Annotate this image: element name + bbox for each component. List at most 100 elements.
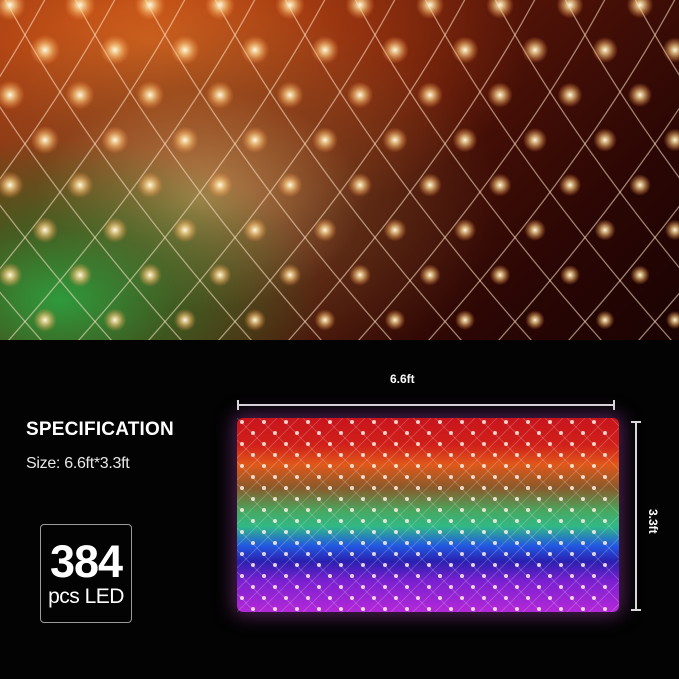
led-dot (372, 552, 376, 556)
led-dot (383, 497, 387, 501)
led-dot (603, 541, 607, 545)
led-dot (559, 541, 563, 545)
led-dot (295, 431, 299, 435)
led-dot (504, 596, 508, 600)
size-text: Size: 6.6ft*3.3ft (26, 455, 130, 472)
led-glow (64, 0, 96, 21)
led-dot (504, 530, 508, 534)
led-glow (556, 0, 584, 19)
led-dot (493, 475, 497, 479)
led-dot (460, 486, 464, 490)
led-dot (317, 519, 321, 523)
led-glow (242, 217, 268, 243)
led-dot (438, 552, 442, 556)
led-dot (471, 453, 475, 457)
led-dot (504, 486, 508, 490)
led-dot (526, 420, 530, 424)
led-dot (449, 541, 453, 545)
led-glow (487, 82, 513, 108)
led-glow (207, 172, 233, 198)
led-dot (482, 552, 486, 556)
led-glow (102, 217, 128, 243)
led-dot (482, 530, 486, 534)
led-dot (603, 585, 607, 589)
led-dot (570, 464, 574, 468)
led-dot (405, 607, 409, 611)
led-dot (460, 574, 464, 578)
led-glow (135, 80, 165, 110)
led-dot (361, 607, 365, 611)
led-dot (306, 442, 310, 446)
led-dot (581, 519, 585, 523)
led-dot (339, 431, 343, 435)
led-dot (273, 585, 277, 589)
led-dot (471, 607, 475, 611)
led-dot (460, 552, 464, 556)
led-dot (548, 464, 552, 468)
led-dot (328, 596, 332, 600)
led-dot (394, 574, 398, 578)
led-glow (524, 219, 546, 241)
led-dot (306, 486, 310, 490)
led-glow (381, 36, 409, 64)
led-glow (662, 37, 679, 63)
led-glow (557, 82, 583, 108)
led-dot (438, 486, 442, 490)
led-dot (603, 475, 607, 479)
height-label: 3.3ft (646, 509, 660, 534)
led-dot (504, 552, 508, 556)
led-dot (537, 563, 541, 567)
led-dot (361, 541, 365, 545)
led-dot (383, 563, 387, 567)
led-glow (452, 127, 478, 153)
led-dot (548, 508, 552, 512)
led-dot (449, 431, 453, 435)
led-glow (0, 0, 26, 21)
led-glow (629, 174, 651, 196)
led-dot (482, 574, 486, 578)
led-dot (328, 464, 332, 468)
led-dot (504, 508, 508, 512)
led-dot (328, 574, 332, 578)
led-dot (328, 508, 332, 512)
led-dot (295, 453, 299, 457)
led-glow (204, 0, 236, 21)
led-dot (493, 519, 497, 523)
led-dot (416, 442, 420, 446)
led-dot (284, 442, 288, 446)
led-dot (603, 497, 607, 501)
led-dot (438, 508, 442, 512)
led-dot (537, 541, 541, 545)
led-dot (284, 530, 288, 534)
led-dot (515, 607, 519, 611)
led-glow (418, 173, 442, 197)
led-count-badge: 384 pcs LED (40, 524, 132, 623)
led-dot (416, 420, 420, 424)
led-dot (592, 508, 596, 512)
led-dot (416, 486, 420, 490)
led-dot (339, 519, 343, 523)
led-dot (405, 563, 409, 567)
led-dot (240, 530, 244, 534)
led-dot (581, 541, 585, 545)
led-dot (306, 530, 310, 534)
led-glow (310, 35, 340, 65)
led-dot (361, 585, 365, 589)
led-dot (603, 453, 607, 457)
led-dot (284, 596, 288, 600)
led-dot (570, 574, 574, 578)
led-dot (295, 563, 299, 567)
led-glow (208, 263, 232, 287)
led-dot (306, 552, 310, 556)
led-glow (345, 0, 375, 20)
led-glow (560, 265, 580, 285)
led-dot (383, 453, 387, 457)
led-dot (339, 585, 343, 589)
led-dot (273, 497, 277, 501)
led-dot (383, 519, 387, 523)
led-glow (137, 172, 163, 198)
led-glow (244, 309, 266, 331)
led-glow (103, 308, 127, 332)
led-dot (559, 497, 563, 501)
led-dot (482, 486, 486, 490)
